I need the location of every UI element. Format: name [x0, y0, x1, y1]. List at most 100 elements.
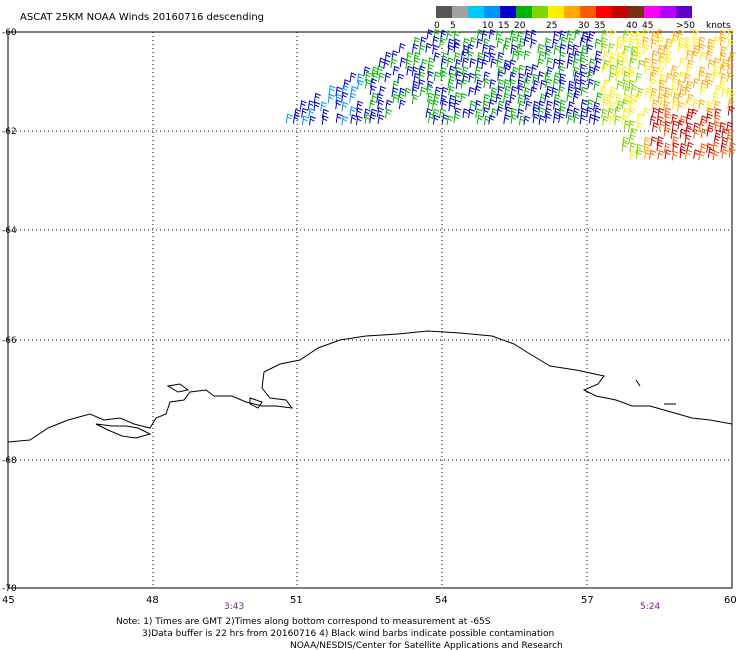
wind-barb — [629, 150, 637, 161]
wind-barb — [712, 141, 720, 152]
wind-barb — [700, 128, 708, 138]
wind-barb — [651, 50, 659, 60]
wind-barb — [371, 66, 379, 77]
wind-barb — [601, 63, 609, 74]
wind-barb — [441, 99, 449, 110]
wind-barb — [686, 49, 694, 60]
wind-barb — [656, 135, 664, 146]
wind-barb — [651, 99, 659, 110]
wind-barb — [469, 58, 477, 68]
wind-barb — [546, 57, 554, 67]
wind-barb — [454, 58, 462, 69]
wind-barb — [663, 100, 671, 111]
wind-barb — [454, 91, 462, 102]
wind-barb — [628, 134, 636, 144]
wind-barb — [657, 66, 665, 77]
wind-barb — [616, 59, 624, 70]
wind-barb — [670, 87, 678, 98]
wind-barb — [726, 134, 734, 144]
wind-barb — [490, 92, 498, 103]
wind-barb — [497, 78, 505, 89]
wind-barb — [392, 93, 400, 104]
graticule — [8, 32, 732, 588]
wind-barb — [622, 71, 630, 81]
wind-barb — [698, 43, 706, 53]
wind-barb — [349, 106, 357, 116]
wind-barb — [588, 30, 596, 41]
wind-barb — [392, 65, 400, 76]
wind-barb — [713, 100, 721, 111]
wind-barb — [573, 50, 581, 61]
wind-speed-legend: 0 5 10 15 20 25 30 35 40 45 >50 knots — [434, 6, 731, 31]
wind-barb — [489, 78, 497, 89]
legend-label: >50 — [676, 21, 695, 31]
wind-barb — [572, 44, 580, 55]
wind-barb — [511, 35, 519, 46]
wind-barb — [628, 79, 636, 90]
wind-barb — [579, 37, 587, 47]
wind-barb — [341, 101, 349, 112]
wind-barb — [418, 79, 426, 89]
wind-barb — [398, 87, 406, 98]
wind-barb — [497, 65, 505, 76]
wind-barb — [642, 107, 650, 118]
legend-label: 0 — [434, 21, 440, 31]
wind-barb — [658, 120, 666, 131]
wind-barb — [579, 56, 587, 67]
wind-barb — [643, 136, 651, 147]
wind-barb — [538, 100, 546, 111]
wind-barb — [453, 99, 461, 110]
legend-label: 30 — [578, 21, 590, 31]
wind-barb — [553, 30, 561, 41]
wind-barb — [630, 45, 638, 56]
wind-barb — [714, 84, 722, 95]
wind-barb — [721, 87, 729, 98]
wind-barb — [490, 58, 498, 68]
wind-barb — [426, 29, 434, 39]
wind-barb — [488, 114, 496, 125]
wind-barb — [460, 50, 468, 61]
wind-barb — [642, 29, 650, 40]
wind-barb — [510, 107, 518, 118]
wind-barb — [580, 99, 588, 109]
wind-barb — [665, 72, 673, 83]
wind-barb — [663, 126, 671, 137]
wind-barb — [453, 30, 461, 41]
wind-barb — [560, 36, 568, 47]
pass-time-start: 3:43 — [224, 602, 244, 612]
wind-barb — [363, 66, 371, 77]
wind-barb — [321, 108, 329, 119]
legend-swatch — [564, 6, 580, 18]
wind-barb — [712, 150, 720, 161]
wind-barb — [656, 141, 664, 152]
wind-barb — [573, 71, 581, 82]
wind-barb — [721, 148, 729, 159]
wind-barb — [474, 73, 482, 83]
legend-swatch — [532, 6, 548, 18]
wind-barb — [614, 66, 622, 77]
wind-barb — [552, 113, 560, 124]
wind-barb — [664, 107, 672, 118]
wind-barb — [439, 108, 447, 119]
wind-barb — [658, 73, 666, 84]
wind-barb — [616, 80, 624, 91]
lon-label-48: 48 — [146, 595, 159, 606]
wind-barb — [341, 91, 349, 102]
wind-barb — [551, 87, 559, 98]
wind-barb — [663, 142, 671, 153]
wind-barb — [579, 63, 587, 74]
wind-barb — [532, 79, 540, 90]
wind-barb — [635, 122, 643, 133]
wind-barb — [698, 150, 706, 161]
wind-barb — [628, 66, 636, 76]
wind-barb — [726, 63, 734, 74]
wind-barb — [574, 78, 582, 89]
wind-barb — [517, 50, 525, 61]
wind-barb — [636, 38, 644, 49]
wind-barb — [728, 147, 736, 158]
wind-barb — [649, 115, 657, 126]
wind-barb — [656, 28, 664, 39]
wind-barb — [427, 63, 435, 74]
wind-barb — [672, 31, 680, 42]
wind-barb — [615, 42, 623, 53]
